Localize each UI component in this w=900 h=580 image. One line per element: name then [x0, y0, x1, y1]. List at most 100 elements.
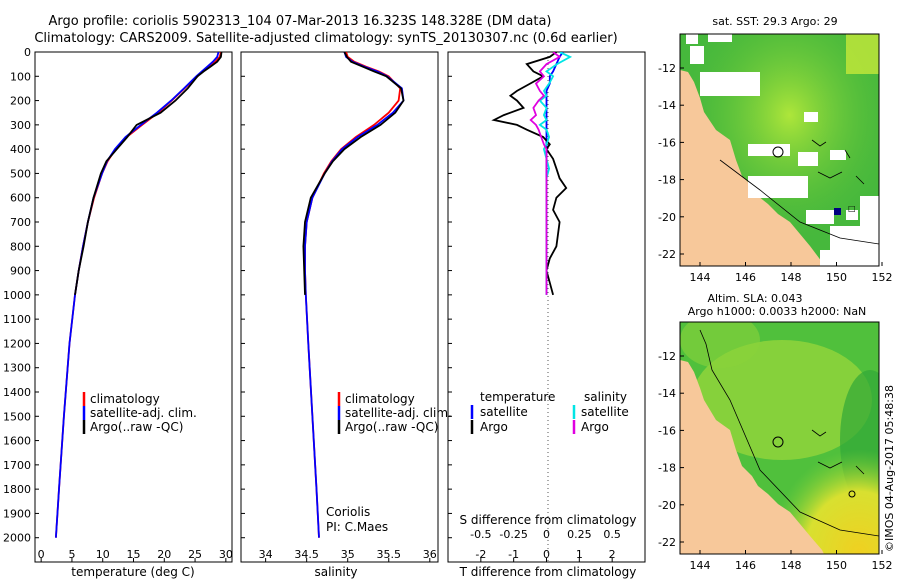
australia-land	[680, 360, 824, 554]
depth-tick-label: 1400	[3, 386, 31, 399]
difference-xlabel-s: S difference from climatology	[460, 513, 637, 527]
x-tick-label: 0	[38, 548, 45, 561]
legend-label-clim: climatology	[345, 392, 415, 406]
legend-label-s-sat: satellite	[581, 405, 629, 419]
float-data-centre: Coriolis	[326, 505, 370, 519]
x2-tick-label: -0.5	[470, 528, 491, 541]
australia-land	[680, 70, 824, 266]
salinity-plot-frame	[240, 51, 439, 563]
temperature-profiles	[55, 52, 223, 538]
map-y-tick-label: -18	[658, 174, 676, 187]
map-y-tick-label: -22	[658, 248, 676, 261]
series-line-argo-raw-qc-	[302, 52, 405, 295]
chart-title-line1: Argo profile: coriolis 5902313_104 07-Ma…	[48, 14, 551, 29]
difference-legend: temperature salinity satellite Argo sate…	[470, 390, 629, 434]
legend-label-sat: satellite-adj. clim.	[345, 406, 452, 420]
x-tick-label: 35.5	[377, 548, 402, 561]
series-line-argo-raw-qc-	[74, 52, 223, 296]
map-y-tick-label: -20	[658, 211, 676, 224]
map-y-tick-label: -20	[658, 499, 676, 512]
x-tick-label: 34.5	[294, 548, 319, 561]
salinity-x-axis: 34 34.5 35 35.5 36	[259, 548, 437, 562]
depth-tick-label: 0	[24, 46, 31, 59]
map-x-tick-label: 148	[781, 271, 802, 284]
depth-tick-label: 600	[10, 192, 31, 205]
depth-tick-label: 1200	[3, 337, 31, 350]
depth-tick-label: 400	[10, 143, 31, 156]
depth-tick-label: 300	[10, 119, 31, 132]
sst-map-title: sat. SST: 29.3 Argo: 29	[712, 15, 837, 28]
x-tick-label: 20	[157, 548, 171, 561]
depth-tick-label: 800	[10, 240, 31, 253]
legend-header-temperature: temperature	[480, 390, 555, 404]
sst-map-frame	[679, 33, 880, 267]
x2-tick-label: -0.25	[499, 528, 527, 541]
difference-xlabel-t: T difference from climatology	[459, 565, 637, 579]
x-tick-label: 35	[341, 548, 355, 561]
map-x-tick-label: 144	[690, 559, 711, 572]
map-marker-label: □	[848, 204, 856, 213]
x-tick-label: 36	[423, 548, 437, 561]
map-y-tick-label: -18	[658, 462, 676, 475]
map-x-tick-label: 144	[690, 271, 711, 284]
x-tick-label: 34	[259, 548, 273, 561]
float-pi: PI: C.Maes	[326, 520, 388, 534]
x-tick-label: 0	[543, 548, 550, 561]
depth-axis: 0 100 200 300 400 500 600 700 800 900 1000 1100 1200…	[3, 46, 452, 545]
map-y-tick-label: -14	[658, 387, 676, 400]
sst-map-axes: -12 -14 -16 -18 -20 -22 144 146 148 150 152	[658, 62, 892, 284]
legend-label-clim: climatology	[90, 392, 160, 406]
depth-tick-label: 1500	[3, 410, 31, 423]
sla-map-title-1: Altim. SLA: 0.043	[707, 292, 802, 305]
x-tick-label: 1	[576, 548, 583, 561]
depth-tick-label: 700	[10, 216, 31, 229]
depth-tick-label: 100	[10, 70, 31, 83]
series-line-salinity-argo	[529, 52, 562, 295]
legend-header-salinity: salinity	[584, 390, 627, 404]
depth-tick-label: 1000	[3, 289, 31, 302]
depth-tick-label: 1100	[3, 313, 31, 326]
argo-position-marker	[772, 146, 784, 158]
map-x-tick-label: 148	[781, 559, 802, 572]
map-y-tick-label: -16	[658, 136, 676, 149]
depth-tick-label: 1600	[3, 435, 31, 448]
x2-tick-label: 0.25	[567, 528, 592, 541]
x-tick-label: 30	[219, 548, 233, 561]
legend-label-s-argo: Argo	[581, 420, 609, 434]
depth-tick-label: 1900	[3, 507, 31, 520]
x2-tick-label: 0	[543, 528, 550, 541]
map-y-tick-label: -16	[658, 424, 676, 437]
salinity-legend: climatology satellite-adj. clim. Argo(..…	[337, 392, 452, 434]
legend-label-argo: Argo(..raw -QC)	[90, 420, 183, 434]
map-x-tick-label: 150	[826, 271, 847, 284]
map-x-tick-label: 150	[826, 559, 847, 572]
depth-tick-label: 2000	[3, 532, 31, 545]
argo-position-marker	[772, 436, 784, 448]
sla-map-frame	[679, 321, 880, 555]
x-tick-label: 15	[127, 548, 141, 561]
map-x-tick-label: 146	[735, 559, 756, 572]
legend-label-t-argo: Argo	[480, 420, 508, 434]
depth-tick-label: 200	[10, 95, 31, 108]
imos-credit: ©IMOS 04-Aug-2017 05:48:38	[883, 385, 896, 552]
difference-x-axis: -2 -1 0 1 2 -0.5 -0.25 0 0.25 0.5	[470, 528, 621, 562]
depth-tick-label: 500	[10, 167, 31, 180]
difference-profiles	[491, 52, 573, 296]
temperature-x-axis: 0 5 10 15 20 25 30	[38, 548, 233, 562]
x-tick-label: 10	[96, 548, 110, 561]
depth-tick-label: 900	[10, 265, 31, 278]
x2-tick-label: 0.5	[603, 528, 621, 541]
temperature-xlabel: temperature (deg C)	[71, 565, 194, 579]
map-y-tick-label: -12	[658, 350, 676, 363]
x-tick-label: 25	[188, 548, 202, 561]
map-y-tick-label: -14	[658, 99, 676, 112]
map-x-tick-label: 152	[872, 271, 893, 284]
map-y-tick-label: -12	[658, 62, 676, 75]
map-x-tick-label: 152	[872, 559, 893, 572]
temperature-legend: climatology satellite-adj. clim. Argo(..…	[82, 392, 197, 434]
x-tick-label: -1	[508, 548, 519, 561]
legend-label-argo: Argo(..raw -QC)	[345, 420, 438, 434]
sla-map-title-2: Argo h1000: 0.0033 h2000: NaN	[688, 305, 867, 318]
series-line-satellite-adj-clim-	[304, 52, 405, 538]
legend-label-t-sat: satellite	[480, 405, 528, 419]
